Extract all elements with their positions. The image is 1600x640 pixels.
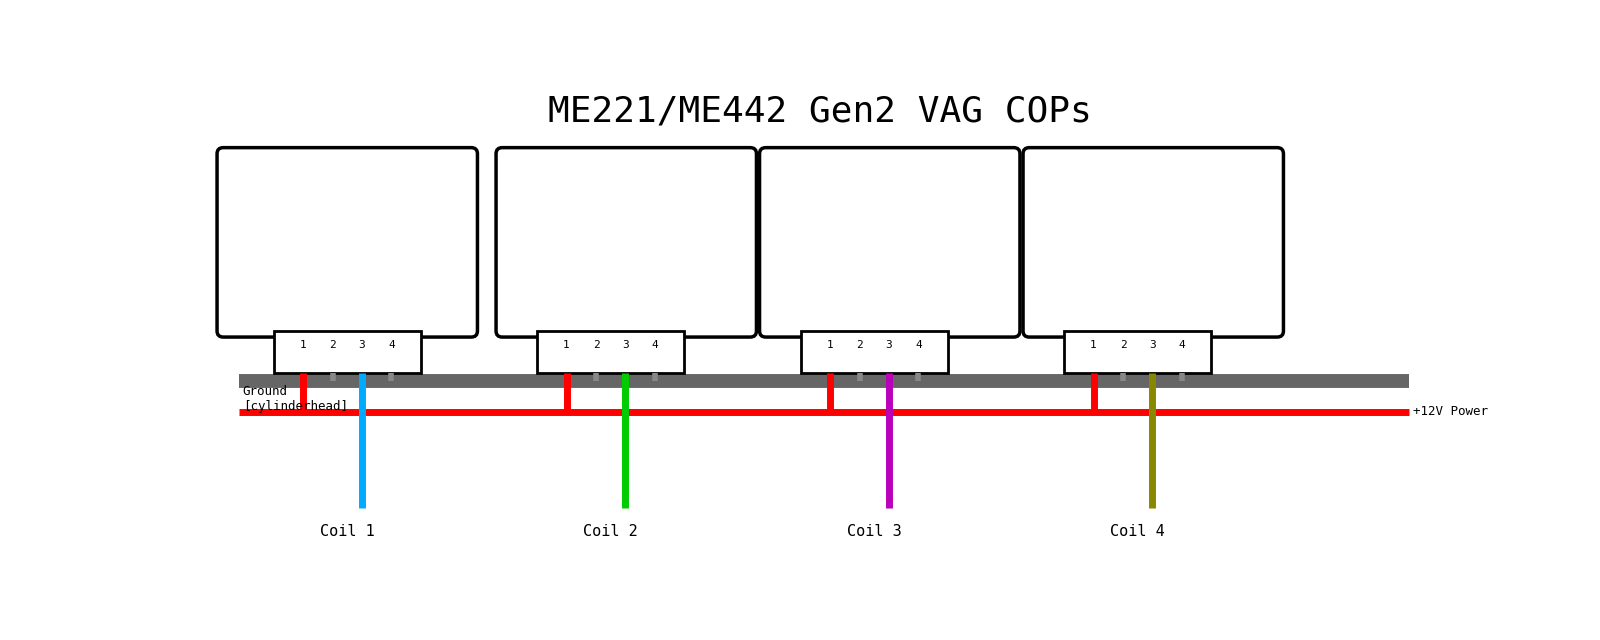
Text: Coil 3: Coil 3 <box>846 524 902 539</box>
Bar <box>538 331 685 373</box>
Text: 1: 1 <box>827 340 834 349</box>
Text: Coil 4: Coil 4 <box>1110 524 1165 539</box>
Text: 1: 1 <box>299 340 307 349</box>
Text: 2: 2 <box>856 340 862 349</box>
Text: 3: 3 <box>358 340 365 349</box>
Text: 4: 4 <box>915 340 922 349</box>
Bar <box>1064 331 1211 373</box>
Text: ME221/ME442 Gen2 VAG COPs: ME221/ME442 Gen2 VAG COPs <box>549 95 1091 129</box>
Text: Ground
[cylinderhead]: Ground [cylinderhead] <box>243 385 347 413</box>
Text: 4: 4 <box>389 340 395 349</box>
Text: 4: 4 <box>1179 340 1186 349</box>
Text: 3: 3 <box>622 340 629 349</box>
Text: 3: 3 <box>886 340 893 349</box>
Text: Coil 1: Coil 1 <box>320 524 374 539</box>
Text: 4: 4 <box>651 340 658 349</box>
Text: 2: 2 <box>330 340 336 349</box>
Bar <box>800 331 947 373</box>
FancyBboxPatch shape <box>496 148 757 337</box>
Text: 1: 1 <box>1090 340 1098 349</box>
Bar <box>274 331 421 373</box>
Text: 2: 2 <box>592 340 600 349</box>
Text: 1: 1 <box>563 340 570 349</box>
Text: 2: 2 <box>1120 340 1126 349</box>
Text: Coil 2: Coil 2 <box>584 524 638 539</box>
Text: +12V Power: +12V Power <box>1413 405 1488 419</box>
FancyBboxPatch shape <box>218 148 477 337</box>
Text: 3: 3 <box>1149 340 1155 349</box>
FancyBboxPatch shape <box>1022 148 1283 337</box>
FancyBboxPatch shape <box>760 148 1019 337</box>
